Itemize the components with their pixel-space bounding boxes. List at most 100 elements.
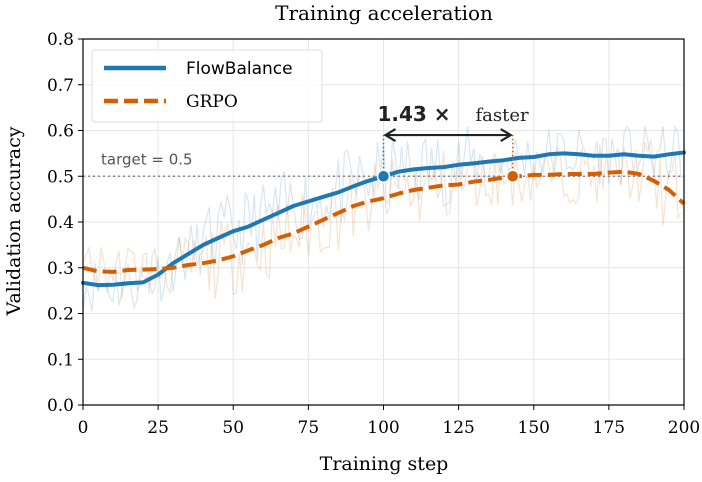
legend-label-grpo: GRPO [186,92,238,112]
y-tick-label: 0.3 [47,259,74,279]
x-tick-label: 0 [78,418,89,438]
data-point-grpo [202,262,205,265]
data-point-flowbalance [367,179,370,182]
data-point-grpo [412,188,415,191]
data-point-grpo [502,176,505,179]
series-line-grpo [82,169,686,274]
data-point-flowbalance [292,204,295,207]
data-point-grpo [247,249,250,252]
data-point-grpo [337,211,340,214]
data-point-grpo [667,188,670,191]
legend-label-flowbalance: FlowBalance [186,59,293,79]
data-point-flowbalance [397,170,400,173]
data-point-flowbalance [487,160,490,163]
data-point-flowbalance [322,195,325,198]
data-point-grpo [277,237,280,240]
data-point-flowbalance [352,185,355,188]
y-tick-label: 0.6 [47,122,74,142]
data-point-flowbalance [112,283,115,286]
data-point-flowbalance [127,282,130,285]
data-point-grpo [157,268,160,271]
data-point-flowbalance [262,218,265,221]
y-tick-label: 0.7 [47,76,74,96]
chart-title: Training acceleration [275,1,493,25]
data-point-flowbalance [232,230,235,233]
y-tick-label: 0.1 [47,350,74,370]
data-point-grpo [217,259,220,262]
data-point-flowbalance [457,163,460,166]
data-point-grpo [607,171,610,174]
data-point-grpo [397,192,400,195]
crossing-marker-flowbalance [376,169,391,183]
data-point-flowbalance [592,154,595,157]
x-axis-label: Training step [320,453,449,475]
data-point-flowbalance [277,211,280,214]
data-point-flowbalance [202,243,205,246]
data-point-grpo [367,200,370,203]
data-point-flowbalance [412,168,415,171]
data-point-flowbalance [637,154,640,157]
data-point-grpo [472,180,475,183]
data-point-grpo [112,270,115,273]
x-tick-label: 75 [298,418,320,438]
data-point-flowbalance [142,281,145,284]
data-point-flowbalance [622,153,625,156]
axis-layer: 0 25 50 75 100 125 150 175 200 0.0 0.1 0.2 0.3 0.4 0.5… [47,30,700,438]
speedup-arrow-head-left [383,128,397,143]
data-point-grpo [442,184,445,187]
y-tick-label: 0.0 [47,396,74,416]
data-point-flowbalance [442,166,445,169]
data-point-grpo [322,218,325,221]
data-point-flowbalance [577,153,580,156]
data-point-grpo [142,268,145,271]
y-axis-label: Validation accuracy [3,126,25,316]
target-label: target = 0.5 [101,150,193,168]
data-point-grpo [307,225,310,228]
data-point-flowbalance [247,225,250,228]
data-point-flowbalance [502,159,505,162]
data-point-grpo [532,173,535,176]
data-point-grpo [292,232,295,235]
data-point-grpo [172,266,175,269]
data-point-flowbalance [562,152,565,155]
data-point-grpo [457,183,460,186]
data-point-flowbalance [427,167,430,170]
x-tick-label: 25 [147,418,169,438]
x-tick-label: 150 [518,418,550,438]
y-tick-label: 0.4 [47,213,74,233]
data-point-grpo [637,172,640,175]
data-point-grpo [547,173,550,176]
data-point-flowbalance [517,156,520,159]
data-point-grpo [652,179,655,182]
data-point-grpo [187,264,190,267]
data-point-grpo [262,243,265,246]
data-point-flowbalance [307,200,310,203]
data-point-flowbalance [547,153,550,156]
data-point-grpo [622,170,625,173]
legend: FlowBalance GRPO [91,49,323,123]
raw-trace-flowbalance [82,124,682,313]
data-point-grpo [382,197,385,200]
data-point-flowbalance [172,262,175,265]
x-tick-label: 175 [593,418,625,438]
data-point-grpo [97,270,100,273]
data-point-flowbalance [667,153,670,156]
data-point-flowbalance [607,154,610,157]
data-point-flowbalance [337,191,340,194]
data-point-flowbalance [97,284,100,287]
x-tick-label: 100 [367,418,399,438]
y-tick-label: 0.8 [47,30,74,50]
x-tick-label: 200 [668,418,700,438]
crossing-marker-grpo [505,169,520,183]
data-point-grpo [352,204,355,207]
x-tick-label: 125 [442,418,474,438]
annotation-layer [376,128,520,183]
data-point-grpo [487,178,490,181]
data-point-grpo [592,172,595,175]
x-tick-label: 50 [222,418,244,438]
data-point-grpo [127,269,130,272]
data-point-grpo [232,255,235,258]
data-point-flowbalance [652,155,655,158]
speedup-value: 1.43 × [378,102,451,126]
